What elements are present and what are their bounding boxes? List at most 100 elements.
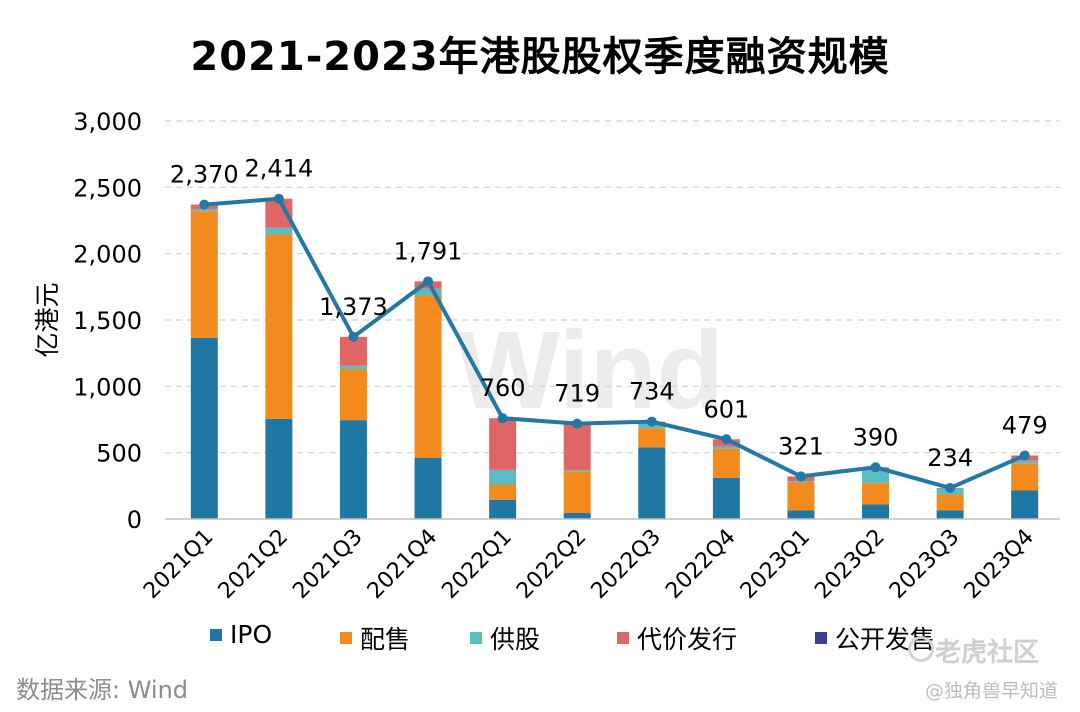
- total-data-label: 1,373: [319, 293, 388, 321]
- total-data-label: 2,370: [170, 161, 239, 189]
- bar-segment: [787, 481, 815, 483]
- bar-segment: [638, 447, 666, 519]
- total-data-label: 760: [480, 374, 526, 402]
- legend-swatch: [617, 632, 629, 644]
- total-data-label: 1,791: [394, 237, 463, 265]
- bar-segment: [339, 369, 367, 421]
- bar-segment: [489, 418, 517, 470]
- bar-segment: [414, 295, 442, 458]
- y-axis-label: 亿港元: [33, 282, 62, 357]
- total-point: [1019, 450, 1030, 461]
- total-data-label: 2,414: [245, 155, 314, 183]
- bar-segment: [414, 457, 442, 519]
- legend-label: 代价发行: [637, 625, 738, 654]
- total-point: [795, 471, 806, 482]
- bar-segment: [712, 446, 740, 449]
- community-logo-icon: [908, 636, 934, 662]
- bar-segment: [265, 234, 293, 419]
- bar-segment: [1011, 460, 1039, 464]
- bar-segment: [787, 510, 815, 519]
- bar-segment: [563, 471, 591, 514]
- bar-segment: [936, 510, 964, 519]
- bar-segment: [1011, 463, 1039, 491]
- total-data-label: 321: [778, 432, 824, 460]
- x-tick-label: 2021Q3: [288, 525, 367, 604]
- source-note: 数据来源: Wind: [16, 676, 189, 704]
- total-point: [273, 193, 284, 204]
- bar-segment: [190, 209, 218, 212]
- total-point: [199, 199, 210, 210]
- bar-segment: [339, 420, 367, 519]
- x-tick-label: 2022Q3: [587, 525, 666, 604]
- bar-segment: [1011, 490, 1039, 519]
- bar-segment: [489, 469, 517, 485]
- bar-segment: [862, 468, 890, 484]
- bar-segment: [712, 448, 740, 478]
- bar-segment: [862, 504, 890, 519]
- bar-segment: [265, 418, 293, 519]
- bar-segment: [563, 423, 591, 470]
- total-data-label: 734: [629, 378, 675, 406]
- total-point: [497, 413, 508, 424]
- y-tick-label: 2,000: [73, 241, 142, 269]
- x-tick-label: 2023Q1: [736, 525, 815, 604]
- y-tick-label: 2,500: [73, 174, 142, 202]
- legend-label: 供股: [490, 625, 541, 654]
- x-tick-label: 2021Q4: [363, 525, 442, 604]
- x-tick-label: 2023Q2: [810, 525, 889, 604]
- legend-item: 供股: [470, 620, 540, 656]
- x-tick-label: 2022Q2: [512, 525, 591, 604]
- bar-segment: [190, 211, 218, 338]
- bar-segment: [265, 227, 293, 235]
- bar-segment: [712, 477, 740, 519]
- total-data-label: 719: [554, 380, 600, 408]
- bar-segment: [489, 484, 517, 500]
- bar-segment: [489, 499, 517, 519]
- bar-segment: [190, 337, 218, 519]
- bar-series: [190, 198, 1039, 519]
- total-point: [721, 434, 732, 445]
- legend-swatch: [470, 632, 482, 644]
- legend-swatch: [340, 632, 352, 644]
- watermark-brand: 老虎社区: [935, 638, 1040, 668]
- legend-swatch: [210, 628, 222, 641]
- total-point: [348, 331, 359, 342]
- watermark-author: @独角兽早知道: [925, 680, 1059, 702]
- bar-segment: [787, 482, 815, 511]
- total-data-label: 601: [703, 395, 749, 423]
- x-tick-label: 2022Q1: [437, 525, 516, 604]
- bar-segment: [563, 513, 591, 519]
- x-tick-label: 2023Q4: [960, 525, 1039, 604]
- legend-item: IPO: [210, 620, 272, 649]
- total-line-series: [199, 193, 1030, 493]
- total-point: [572, 418, 583, 429]
- bar-segment: [638, 428, 666, 448]
- y-tick-label: 500: [96, 440, 142, 468]
- total-point: [870, 462, 881, 473]
- x-tick-label: 2022Q4: [661, 525, 740, 604]
- legend-item: 代价发行: [617, 620, 737, 656]
- bar-segment: [563, 469, 591, 472]
- total-line: [204, 196, 1026, 490]
- y-tick-label: 1,500: [73, 307, 142, 335]
- bar-segment: [936, 494, 964, 511]
- legend-item: 配售: [340, 620, 410, 656]
- y-tick-label: 3,000: [73, 108, 142, 136]
- total-point: [423, 276, 434, 287]
- x-axis-ticks: 2021Q12021Q22021Q32021Q42022Q12022Q22022…: [139, 525, 1039, 604]
- bar-segment: [339, 365, 367, 370]
- y-axis-ticks: 0 500 1,000 1,500 2,000 2,500 3,000: [73, 108, 142, 534]
- y-tick-label: 0: [127, 506, 142, 534]
- bar-segment: [414, 288, 442, 296]
- bar-segment: [862, 483, 890, 505]
- chart-title: 2021-2023年港股股权季度融资规模: [190, 34, 890, 80]
- y-tick-label: 1,000: [73, 373, 142, 401]
- legend-swatch: [815, 632, 827, 644]
- x-tick-label: 2021Q1: [139, 525, 218, 604]
- total-data-label: 479: [1002, 411, 1048, 439]
- legend-label: 配售: [360, 625, 411, 654]
- x-tick-label: 2023Q3: [885, 525, 964, 604]
- legend-label: IPO: [230, 620, 273, 649]
